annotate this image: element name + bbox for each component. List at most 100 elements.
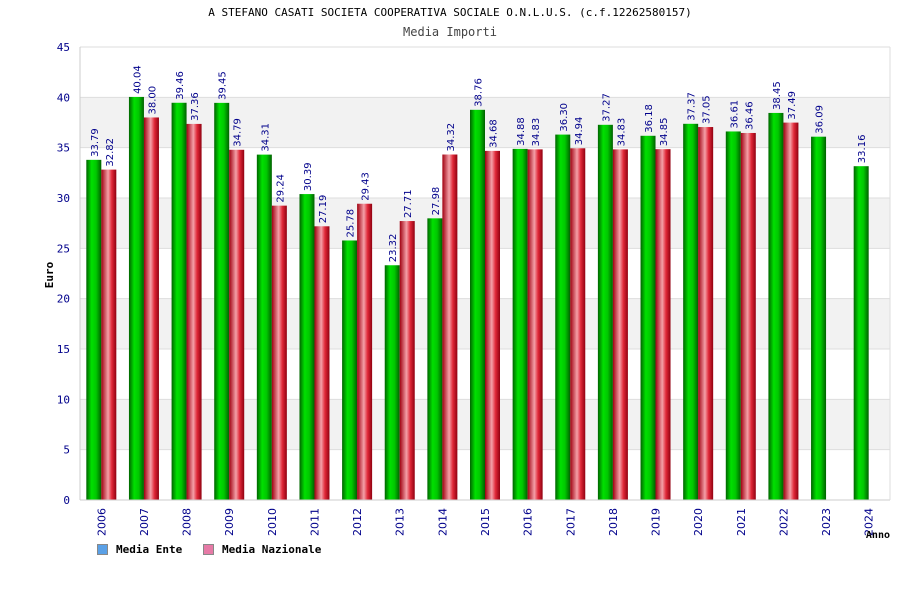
- y-tick-label: 40: [57, 91, 70, 104]
- bar-media-ente: [853, 166, 869, 500]
- data-label-media-nazionale: 38.00: [147, 86, 158, 115]
- data-label-media-nazionale: 27.19: [318, 195, 329, 224]
- x-tick-label: 2018: [607, 508, 620, 536]
- x-tick-label: 2006: [95, 508, 108, 536]
- bar-media-ente: [299, 194, 315, 500]
- data-label-media-nazionale: 34.79: [233, 118, 244, 147]
- bar-media-ente: [342, 240, 358, 501]
- bar-media-nazionale: [570, 148, 586, 500]
- data-label-media-nazionale: 34.83: [531, 118, 542, 147]
- data-label-media-nazionale: 32.82: [105, 138, 116, 167]
- data-label-media-ente: 39.45: [218, 71, 229, 100]
- x-tick-label: 2011: [308, 508, 321, 536]
- data-label-media-nazionale: 37.49: [787, 91, 798, 120]
- bar-media-nazionale: [740, 132, 756, 500]
- y-axis-label: Euro: [43, 261, 56, 288]
- y-tick-label: 20: [57, 293, 70, 306]
- data-label-media-ente: 36.30: [559, 103, 570, 132]
- bar-media-nazionale: [485, 150, 500, 500]
- data-label-media-ente: 27.98: [431, 187, 442, 216]
- y-tick-label: 10: [57, 393, 70, 406]
- bar-media-nazionale: [314, 226, 330, 500]
- x-tick-label: 2009: [223, 508, 236, 536]
- data-label-media-nazionale: 34.83: [616, 118, 627, 147]
- x-tick-label: 2021: [735, 508, 748, 536]
- x-tick-label: 2022: [777, 508, 790, 536]
- data-label-media-ente: 33.16: [857, 135, 868, 164]
- x-tick-label: 2016: [522, 508, 535, 536]
- x-tick-label: 2012: [351, 508, 364, 536]
- chart-title: A STEFANO CASATI SOCIETA COOPERATIVA SOC…: [208, 6, 692, 19]
- bar-media-nazionale: [357, 203, 373, 500]
- bar-media-ente: [725, 131, 741, 500]
- data-label-media-ente: 36.18: [644, 104, 655, 133]
- data-label-media-ente: 37.37: [687, 92, 698, 121]
- bar-media-ente: [384, 265, 400, 500]
- data-label-media-ente: 40.04: [132, 65, 143, 94]
- bar-media-nazionale: [655, 149, 671, 500]
- x-axis-label: Anno: [866, 530, 890, 541]
- legend-item-media-ente: Media Ente: [97, 543, 182, 556]
- bar-media-nazionale: [271, 205, 287, 500]
- data-label-media-ente: 38.76: [474, 78, 485, 107]
- bar-media-nazionale: [442, 154, 458, 500]
- x-tick-label: 2007: [138, 508, 151, 536]
- legend-swatch-media-nazionale: [203, 544, 214, 555]
- data-label-media-nazionale: 37.36: [190, 92, 201, 121]
- x-tick-label: 2024: [863, 508, 876, 536]
- bar-media-ente: [214, 102, 230, 501]
- y-tick-label: 30: [57, 192, 70, 205]
- data-label-media-nazionale: 34.85: [659, 118, 670, 147]
- data-label-media-nazionale: 34.68: [489, 119, 500, 148]
- data-label-media-nazionale: 34.94: [574, 117, 585, 146]
- x-tick-label: 2023: [820, 508, 833, 536]
- data-label-media-ente: 36.09: [815, 105, 826, 134]
- data-label-media-ente: 30.39: [303, 162, 314, 191]
- y-tick-label: 45: [57, 41, 70, 54]
- y-tick-label: 5: [63, 444, 70, 457]
- legend-item-media-nazionale: Media Nazionale: [203, 543, 321, 556]
- y-tick-label: 0: [63, 494, 70, 507]
- data-label-media-nazionale: 34.32: [446, 123, 457, 152]
- data-label-media-ente: 25.78: [346, 209, 357, 238]
- bar-media-nazionale: [698, 127, 714, 500]
- chart-subtitle: Media Importi: [403, 25, 497, 39]
- y-tick-label: 35: [57, 142, 70, 155]
- x-tick-label: 2014: [436, 508, 449, 536]
- legend-label-media-nazionale: Media Nazionale: [222, 543, 322, 556]
- bar-media-ente: [683, 123, 699, 501]
- bar-media-ente: [427, 218, 443, 501]
- data-label-media-ente: 23.32: [388, 234, 399, 263]
- y-tick-label: 25: [57, 242, 70, 255]
- legend-swatch-media-ente: [97, 544, 108, 555]
- data-label-media-ente: 33.79: [90, 128, 101, 157]
- data-label-media-ente: 34.31: [260, 123, 271, 152]
- data-label-media-ente: 38.45: [772, 81, 783, 110]
- data-label-media-nazionale: 37.05: [702, 95, 713, 124]
- bar-media-ente: [768, 112, 784, 500]
- bar-media-nazionale: [143, 117, 159, 500]
- bar-media-ente: [597, 124, 613, 500]
- data-label-media-nazionale: 27.71: [403, 189, 414, 218]
- bar-media-nazionale: [783, 122, 799, 500]
- bar-media-nazionale: [101, 169, 117, 500]
- data-label-media-ente: 36.61: [729, 100, 740, 129]
- bar-media-nazionale: [229, 149, 245, 500]
- bar-media-ente: [171, 102, 187, 500]
- x-tick-label: 2020: [692, 508, 705, 536]
- legend-label-media-ente: Media Ente: [116, 543, 183, 556]
- x-tick-label: 2015: [479, 508, 492, 536]
- bar-media-nazionale: [527, 149, 543, 501]
- data-label-media-ente: 39.46: [175, 71, 186, 100]
- x-tick-label: 2008: [181, 508, 194, 536]
- data-label-media-nazionale: 36.46: [744, 101, 755, 130]
- data-label-media-ente: 34.88: [516, 117, 527, 146]
- x-tick-label: 2017: [564, 508, 577, 536]
- data-label-media-nazionale: 29.24: [275, 174, 286, 203]
- x-tick-label: 2019: [650, 508, 663, 536]
- bar-media-nazionale: [612, 149, 628, 501]
- bar-media-nazionale: [186, 123, 202, 500]
- data-label-media-nazionale: 29.43: [361, 172, 372, 201]
- bar-media-ente: [128, 96, 144, 500]
